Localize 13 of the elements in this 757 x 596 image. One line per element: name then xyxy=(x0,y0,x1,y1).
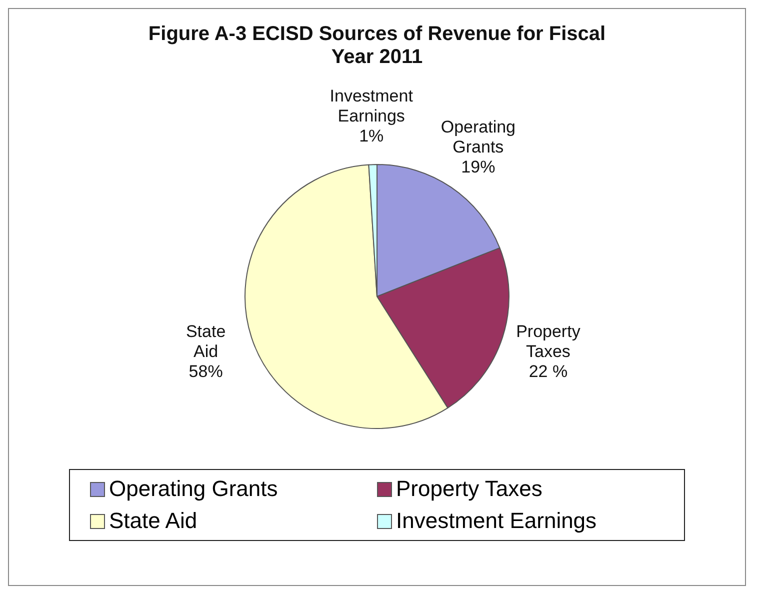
data-label: 19% xyxy=(461,157,496,176)
legend-label: Property Taxes xyxy=(396,476,542,502)
data-label: 1% xyxy=(359,126,384,146)
legend-label: Investment Earnings xyxy=(396,508,597,534)
slice-label: Property Taxes xyxy=(516,322,581,361)
data-label: 58% xyxy=(188,362,223,381)
slice-label: Investment Earnings xyxy=(330,86,414,126)
legend-label: State Aid xyxy=(109,508,198,534)
slice-label: State Aid xyxy=(186,322,226,361)
legend-label: Operating Grants xyxy=(109,476,278,502)
chart-title: Figure A-3 ECISD Sources of Revenue for Fiscal Year 2011 xyxy=(147,23,607,69)
data-label: 22 % xyxy=(528,362,568,381)
slice-label: Operating Grants xyxy=(440,117,516,156)
